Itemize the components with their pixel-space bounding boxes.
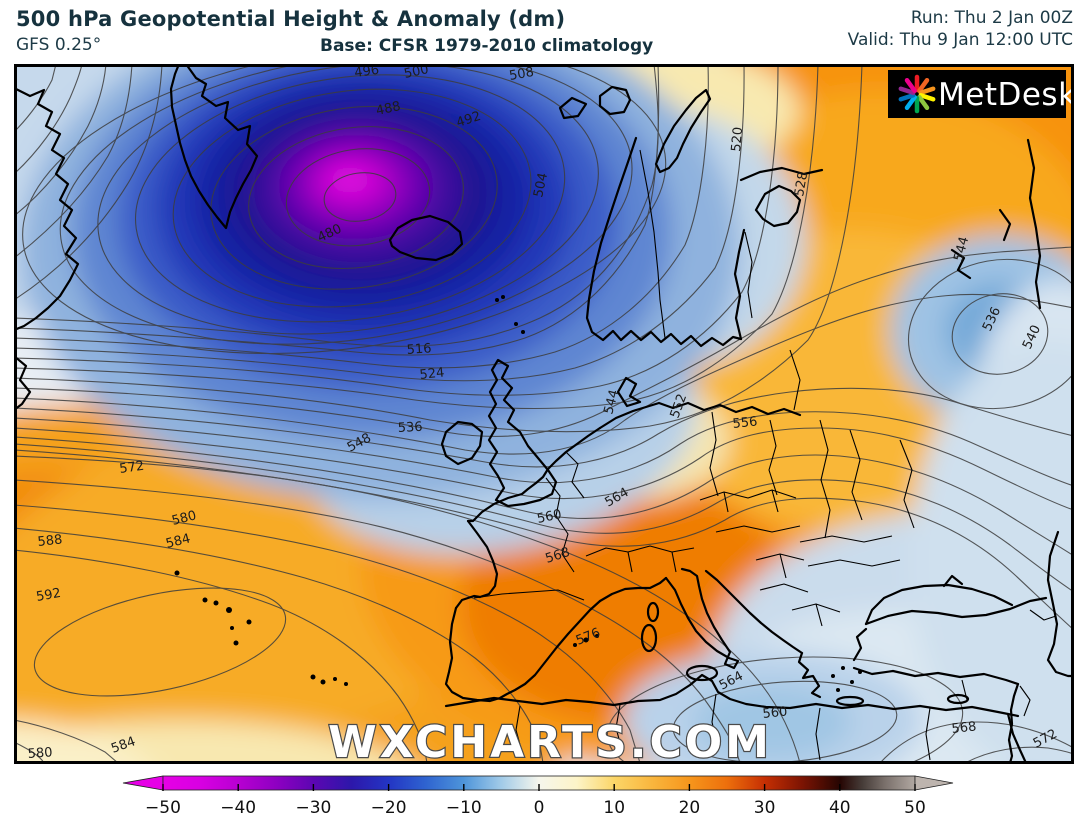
coastlines bbox=[15, 65, 1073, 763]
contour-label: 588 bbox=[37, 532, 63, 550]
contour-label: 528 bbox=[792, 171, 811, 198]
contour-label: 568 bbox=[951, 719, 977, 737]
contour-label: 580 bbox=[27, 745, 53, 762]
colorbar-tick-label: 0 bbox=[534, 798, 545, 818]
colorbar-tick-label: 50 bbox=[904, 798, 926, 818]
contour-label: 508 bbox=[508, 65, 535, 84]
contour-label: 544 bbox=[601, 388, 622, 416]
colorbar-tick-label: 20 bbox=[679, 798, 701, 818]
contour-label: 496 bbox=[353, 63, 380, 81]
colorbar-tick-label: −30 bbox=[295, 798, 331, 818]
contour-label: 560 bbox=[536, 507, 563, 527]
contour-label: 516 bbox=[406, 341, 432, 358]
contour-label: 488 bbox=[375, 99, 402, 119]
contour-label: 524 bbox=[419, 365, 445, 383]
colorbar-tick-label: −40 bbox=[220, 798, 256, 818]
contour-label: 592 bbox=[35, 586, 62, 605]
colorbar-tick-label: −10 bbox=[446, 798, 482, 818]
contour-label: 580 bbox=[170, 508, 198, 529]
colorbar-tick-label: 40 bbox=[829, 798, 851, 818]
contour-label: 504 bbox=[531, 171, 551, 198]
colorbar-tick-label: 30 bbox=[754, 798, 776, 818]
contour-label: 560 bbox=[762, 704, 788, 722]
map-border bbox=[14, 64, 1074, 764]
valid-time: Valid: Thu 9 Jan 12:00 UTC bbox=[847, 30, 1073, 50]
colorbar-tick-label: −20 bbox=[371, 798, 407, 818]
contour-label: 568 bbox=[544, 545, 572, 567]
country-borders bbox=[473, 149, 1057, 761]
contour-label: 572 bbox=[118, 459, 145, 477]
islands bbox=[174, 295, 862, 692]
watermark: WXCHARTS.COM bbox=[328, 717, 772, 768]
contour-label: 556 bbox=[732, 414, 758, 432]
colorbar-tick-label: −50 bbox=[145, 798, 181, 818]
colorbar: −50 −40 −30 −20 −10 0 10 20 30 40 50 bbox=[122, 775, 954, 818]
contour-label: 536 bbox=[397, 420, 423, 436]
contour-label: 584 bbox=[164, 531, 192, 552]
colorbar-left-arrow bbox=[122, 775, 164, 791]
contour-lines bbox=[15, 65, 1073, 763]
metdesk-logo-text: MetDesk bbox=[938, 77, 1077, 113]
contour-label: 520 bbox=[729, 126, 746, 152]
metdesk-logo: MetDesk bbox=[888, 70, 1077, 118]
contour-label: 492 bbox=[455, 109, 483, 131]
contour-label: 544 bbox=[951, 235, 972, 263]
colorbar-ticks: −50 −40 −30 −20 −10 0 10 20 30 40 50 bbox=[145, 784, 926, 818]
colorbar-right-arrow bbox=[914, 775, 954, 791]
metdesk-pinwheel-icon bbox=[898, 74, 936, 114]
contour-label: 500 bbox=[403, 62, 430, 82]
climatology-base-label: Base: CFSR 1979-2010 climatology bbox=[320, 36, 654, 56]
model-label: GFS 0.25° bbox=[16, 35, 102, 55]
run-time: Run: Thu 2 Jan 00Z bbox=[910, 8, 1073, 28]
colorbar-tick-label: 10 bbox=[603, 798, 625, 818]
run-valid-block: Run: Thu 2 Jan 00Z Valid: Thu 9 Jan 12:0… bbox=[848, 7, 1073, 51]
page-title: 500 hPa Geopotential Height & Anomaly (d… bbox=[16, 7, 566, 31]
